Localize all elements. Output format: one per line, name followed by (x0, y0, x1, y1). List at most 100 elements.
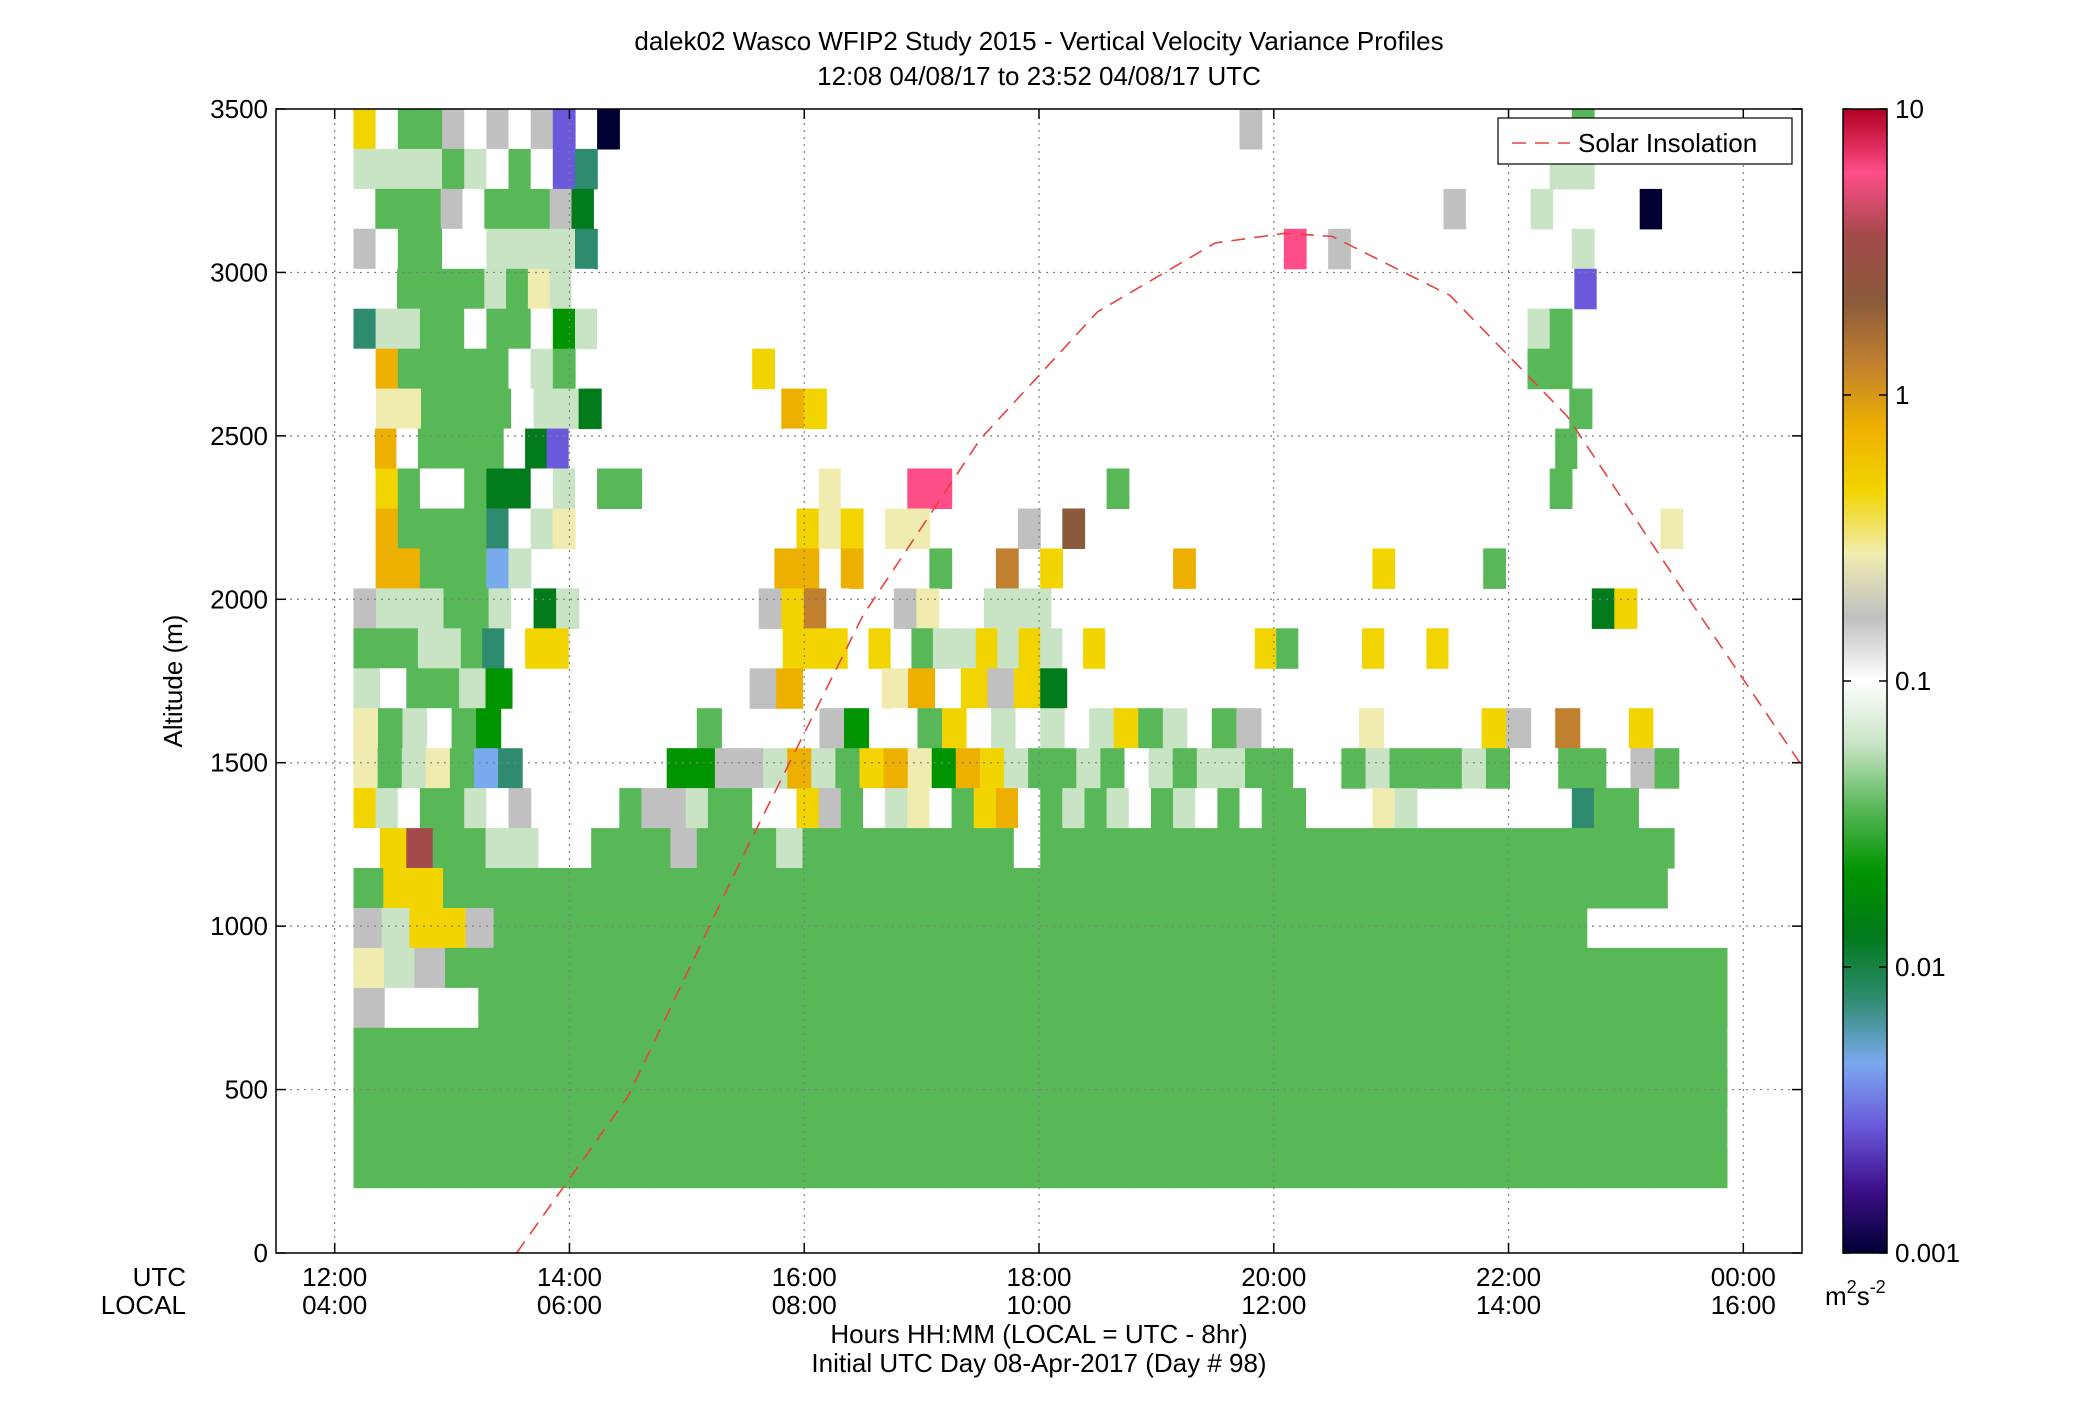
heatmap-cell (389, 1107, 427, 1149)
heatmap-cell (1541, 1147, 1579, 1189)
y-tick-label: 2500 (210, 421, 268, 451)
heatmap-cell (681, 868, 713, 909)
heatmap-cell (1568, 828, 1596, 869)
heatmap-cell (1390, 908, 1420, 949)
heatmap-cell (980, 868, 1011, 909)
heatmap-cell (1628, 708, 1654, 749)
heatmap-cell (1076, 748, 1101, 789)
y-tick-label: 500 (225, 1075, 268, 1105)
heatmap-cell (552, 508, 576, 549)
heatmap-cell (559, 1027, 595, 1069)
heatmap-cell (1082, 908, 1111, 949)
heatmap-cell (745, 908, 775, 949)
heatmap-cell (508, 548, 532, 589)
heatmap-cell (1040, 987, 1072, 1029)
heatmap-cell (1481, 708, 1507, 749)
heatmap-cell (1571, 228, 1595, 270)
heatmap-cell (1211, 1027, 1247, 1069)
heatmap-cell (375, 308, 399, 350)
heatmap-cell (1530, 908, 1560, 949)
heatmap-cell (650, 1147, 689, 1189)
heatmap-cell (511, 388, 535, 430)
heatmap-cell (782, 628, 805, 669)
heatmap-cell (397, 268, 420, 310)
heatmap-cell (1357, 828, 1385, 869)
heatmap-cell (1383, 828, 1411, 869)
heatmap-cell (1621, 828, 1649, 869)
heatmap-cell (488, 588, 512, 629)
heatmap-cell (498, 1107, 535, 1149)
x-axis-label: Hours HH:MM (LOCAL = UTC - 8hr) (830, 1319, 1247, 1349)
heatmap-cell (917, 708, 943, 749)
colorbar-unit-s: s (1857, 1281, 1870, 1311)
heatmap-cell (1446, 987, 1478, 1029)
heatmap-cell (1414, 987, 1447, 1029)
heatmap-cell (447, 987, 479, 1029)
heatmap-cell (635, 1067, 671, 1109)
heatmap-cell (1549, 308, 1573, 350)
heatmap-cell (781, 588, 805, 629)
heatmap-cell (859, 1107, 897, 1149)
heatmap-cell (763, 748, 788, 789)
heatmap-cell (460, 628, 483, 669)
heatmap-cell (606, 1107, 644, 1149)
heatmap-cell (486, 548, 510, 589)
heatmap-cell (825, 628, 848, 669)
heatmap-cell (397, 308, 421, 350)
heatmap-cell (907, 788, 931, 829)
heatmap-cell (419, 468, 443, 509)
heatmap-cell (739, 748, 764, 789)
heatmap-cell (417, 628, 440, 669)
heatmap-cell (462, 188, 485, 230)
heatmap-cell (619, 788, 643, 829)
heatmap-cell (1306, 788, 1329, 829)
heatmap-cell (597, 308, 620, 350)
heatmap-cell (375, 468, 399, 509)
heatmap-cell (951, 788, 975, 829)
heatmap-cell (421, 588, 445, 629)
heatmap-cell (1426, 628, 1449, 669)
heatmap-cell (1413, 748, 1439, 789)
heatmap-cell (696, 1027, 732, 1069)
heatmap-cell (942, 708, 968, 749)
heatmap-cell (1409, 1067, 1446, 1109)
heatmap-cell (1124, 748, 1150, 789)
heatmap-cell (1582, 748, 1607, 789)
heatmap-cell (1589, 1027, 1625, 1069)
heatmap-cell (353, 109, 377, 150)
heatmap-cell (381, 908, 411, 949)
heatmap-cell (388, 1067, 425, 1109)
x-tick-label-local: 08:00 (772, 1290, 837, 1320)
heatmap-cell (1658, 1027, 1694, 1069)
heatmap-cell (427, 1147, 466, 1189)
heatmap-cell (603, 987, 635, 1029)
heatmap-cell (397, 788, 421, 829)
y-tick-label: 3500 (210, 94, 268, 124)
heatmap-cell (1106, 468, 1130, 509)
heatmap-cell (662, 1027, 698, 1069)
heatmap-cell (663, 788, 687, 829)
colorbar-tick-label: 0.1 (1895, 666, 1931, 696)
heatmap-cell (801, 908, 831, 949)
heatmap-cell (1394, 788, 1418, 829)
heatmap-cell (1173, 788, 1196, 829)
heatmap-cell (752, 348, 775, 390)
heatmap-cell (826, 588, 850, 629)
heatmap-cell (858, 908, 887, 949)
heatmap-cell (1217, 788, 1241, 829)
heatmap-cell (902, 947, 934, 989)
heatmap-cell (1578, 1147, 1617, 1189)
heatmap-cell (442, 348, 465, 390)
heatmap-cell (1246, 1027, 1282, 1069)
x-tick-label-local: 12:00 (1241, 1290, 1306, 1320)
heatmap-cell (1692, 1027, 1728, 1069)
heatmap-cell (464, 308, 487, 350)
heatmap-cell (482, 628, 505, 669)
heatmap-cell (549, 188, 573, 230)
heatmap-cell (787, 1107, 824, 1149)
heatmap-cell (1089, 708, 1115, 749)
heatmap-cell (353, 148, 377, 190)
heatmap-cell (536, 947, 568, 989)
colorbar: 0.001 0.01 0.1 1 10 m2s-2 (1825, 94, 1960, 1311)
heatmap-cell (787, 748, 812, 789)
